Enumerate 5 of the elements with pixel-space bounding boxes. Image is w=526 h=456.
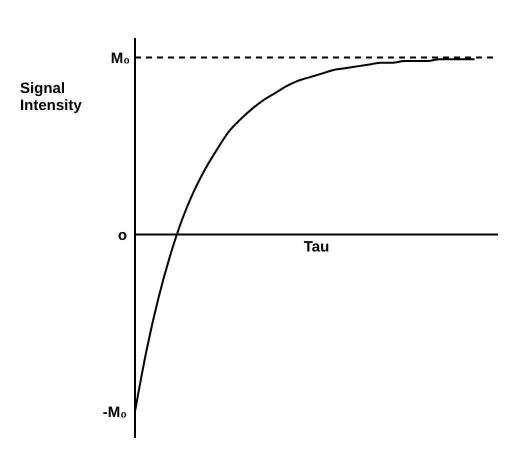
text: o bbox=[118, 226, 127, 244]
text: -M₀ bbox=[102, 404, 127, 421]
y-axis-title: Signal Intensity bbox=[20, 80, 82, 114]
x-axis-title: Tau bbox=[304, 238, 330, 256]
ref-line-label: M₀ bbox=[110, 50, 130, 67]
